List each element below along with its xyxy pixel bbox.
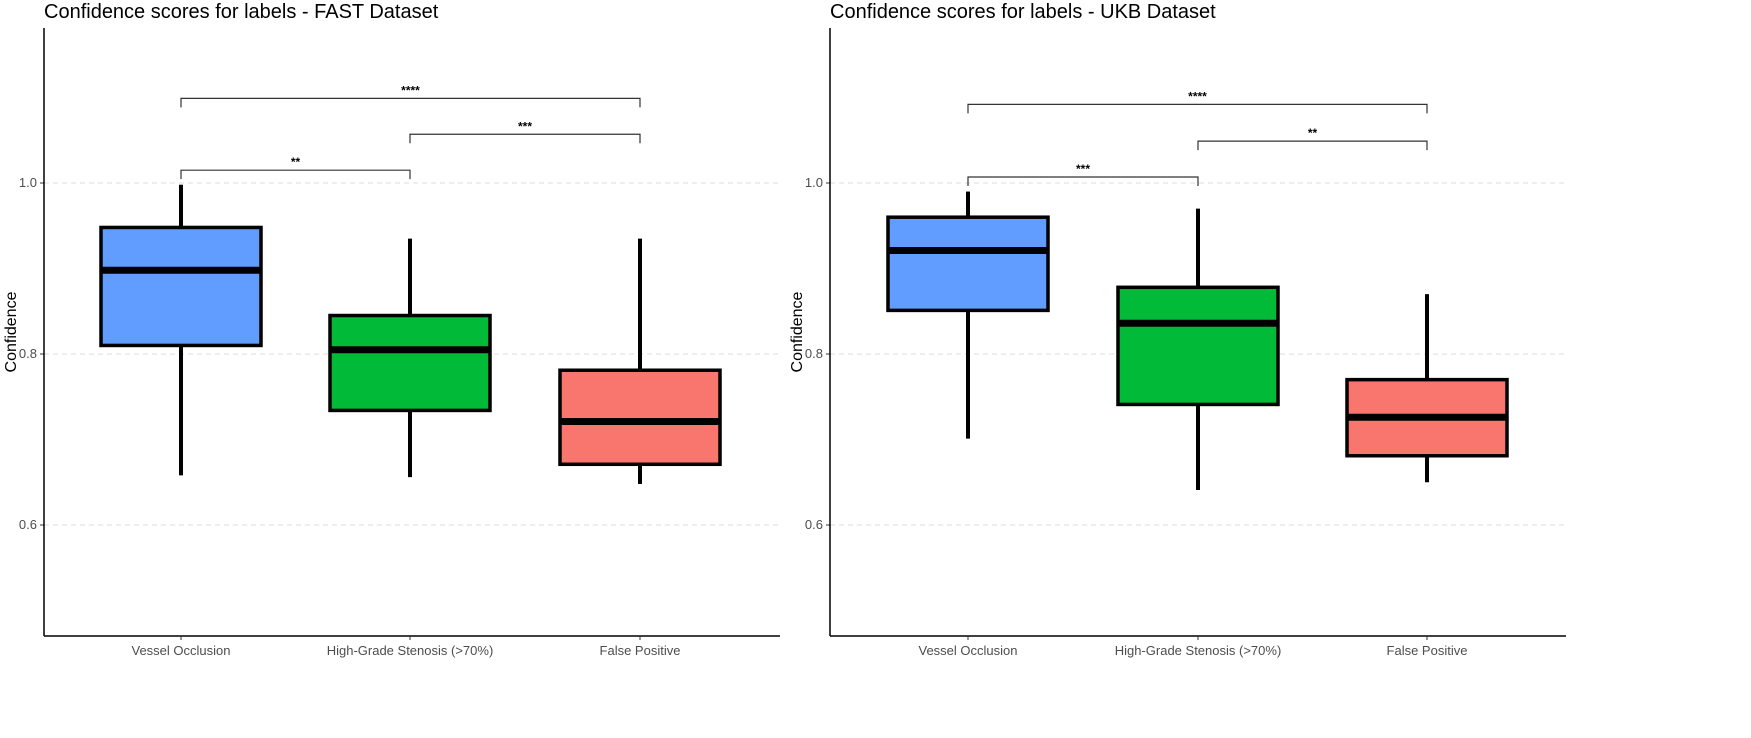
y-tick-label: 1.0 <box>805 175 823 190</box>
box-3 <box>558 238 722 484</box>
chart-title: Confidence scores for labels - UKB Datas… <box>830 1 1216 23</box>
box-3 <box>1345 294 1509 483</box>
significance-bracket-2: ** <box>1197 126 1428 151</box>
y-tick-label: 1.0 <box>19 175 37 190</box>
box-body <box>886 215 1050 313</box>
bracket-line <box>409 133 641 144</box>
box-body <box>328 313 492 413</box>
bracket-line <box>1197 140 1428 151</box>
box-1 <box>886 191 1050 439</box>
x-tick-label: False Positive <box>600 643 681 658</box>
y-tick-label: 0.8 <box>805 346 823 361</box>
y-axis-label: Confidence <box>789 291 806 372</box>
y-tick-label: 0.6 <box>805 517 823 532</box>
x-tick-label: Vessel Occlusion <box>919 643 1018 658</box>
x-tick-label: False Positive <box>1387 643 1468 658</box>
significance-label: **** <box>1188 89 1207 103</box>
significance-bracket-1: *** <box>967 162 1199 187</box>
significance-label: *** <box>518 119 532 133</box>
significance-label: ** <box>291 155 301 169</box>
bracket-line <box>180 97 641 108</box>
x-tick-label: Vessel Occlusion <box>132 643 231 658</box>
box-2 <box>328 238 492 478</box>
chart-title: Confidence scores for labels - FAST Data… <box>44 1 439 23</box>
box-2 <box>1116 208 1280 490</box>
bracket-line <box>180 169 411 180</box>
y-tick-label: 0.8 <box>19 346 37 361</box>
significance-label: **** <box>401 83 420 97</box>
significance-bracket-2: *** <box>409 119 641 144</box>
chart-panel-1: Confidence scores for labels - FAST Data… <box>3 1 780 658</box>
significance-bracket-3: **** <box>967 89 1428 114</box>
box-1 <box>99 184 263 476</box>
significance-bracket-1: ** <box>180 155 411 180</box>
significance-label: *** <box>1076 162 1090 176</box>
chart-panel-2: Confidence scores for labels - UKB Datas… <box>789 1 1566 658</box>
significance-label: ** <box>1308 126 1318 140</box>
box-body <box>99 225 263 348</box>
box-body <box>558 368 722 467</box>
box-body <box>1116 285 1280 407</box>
bracket-line <box>967 103 1428 114</box>
x-tick-label: High-Grade Stenosis (>70%) <box>1115 643 1282 658</box>
y-tick-label: 0.6 <box>19 517 37 532</box>
y-axis-label: Confidence <box>3 291 20 372</box>
significance-bracket-3: **** <box>180 83 641 108</box>
x-tick-label: High-Grade Stenosis (>70%) <box>327 643 494 658</box>
bracket-line <box>967 176 1199 187</box>
